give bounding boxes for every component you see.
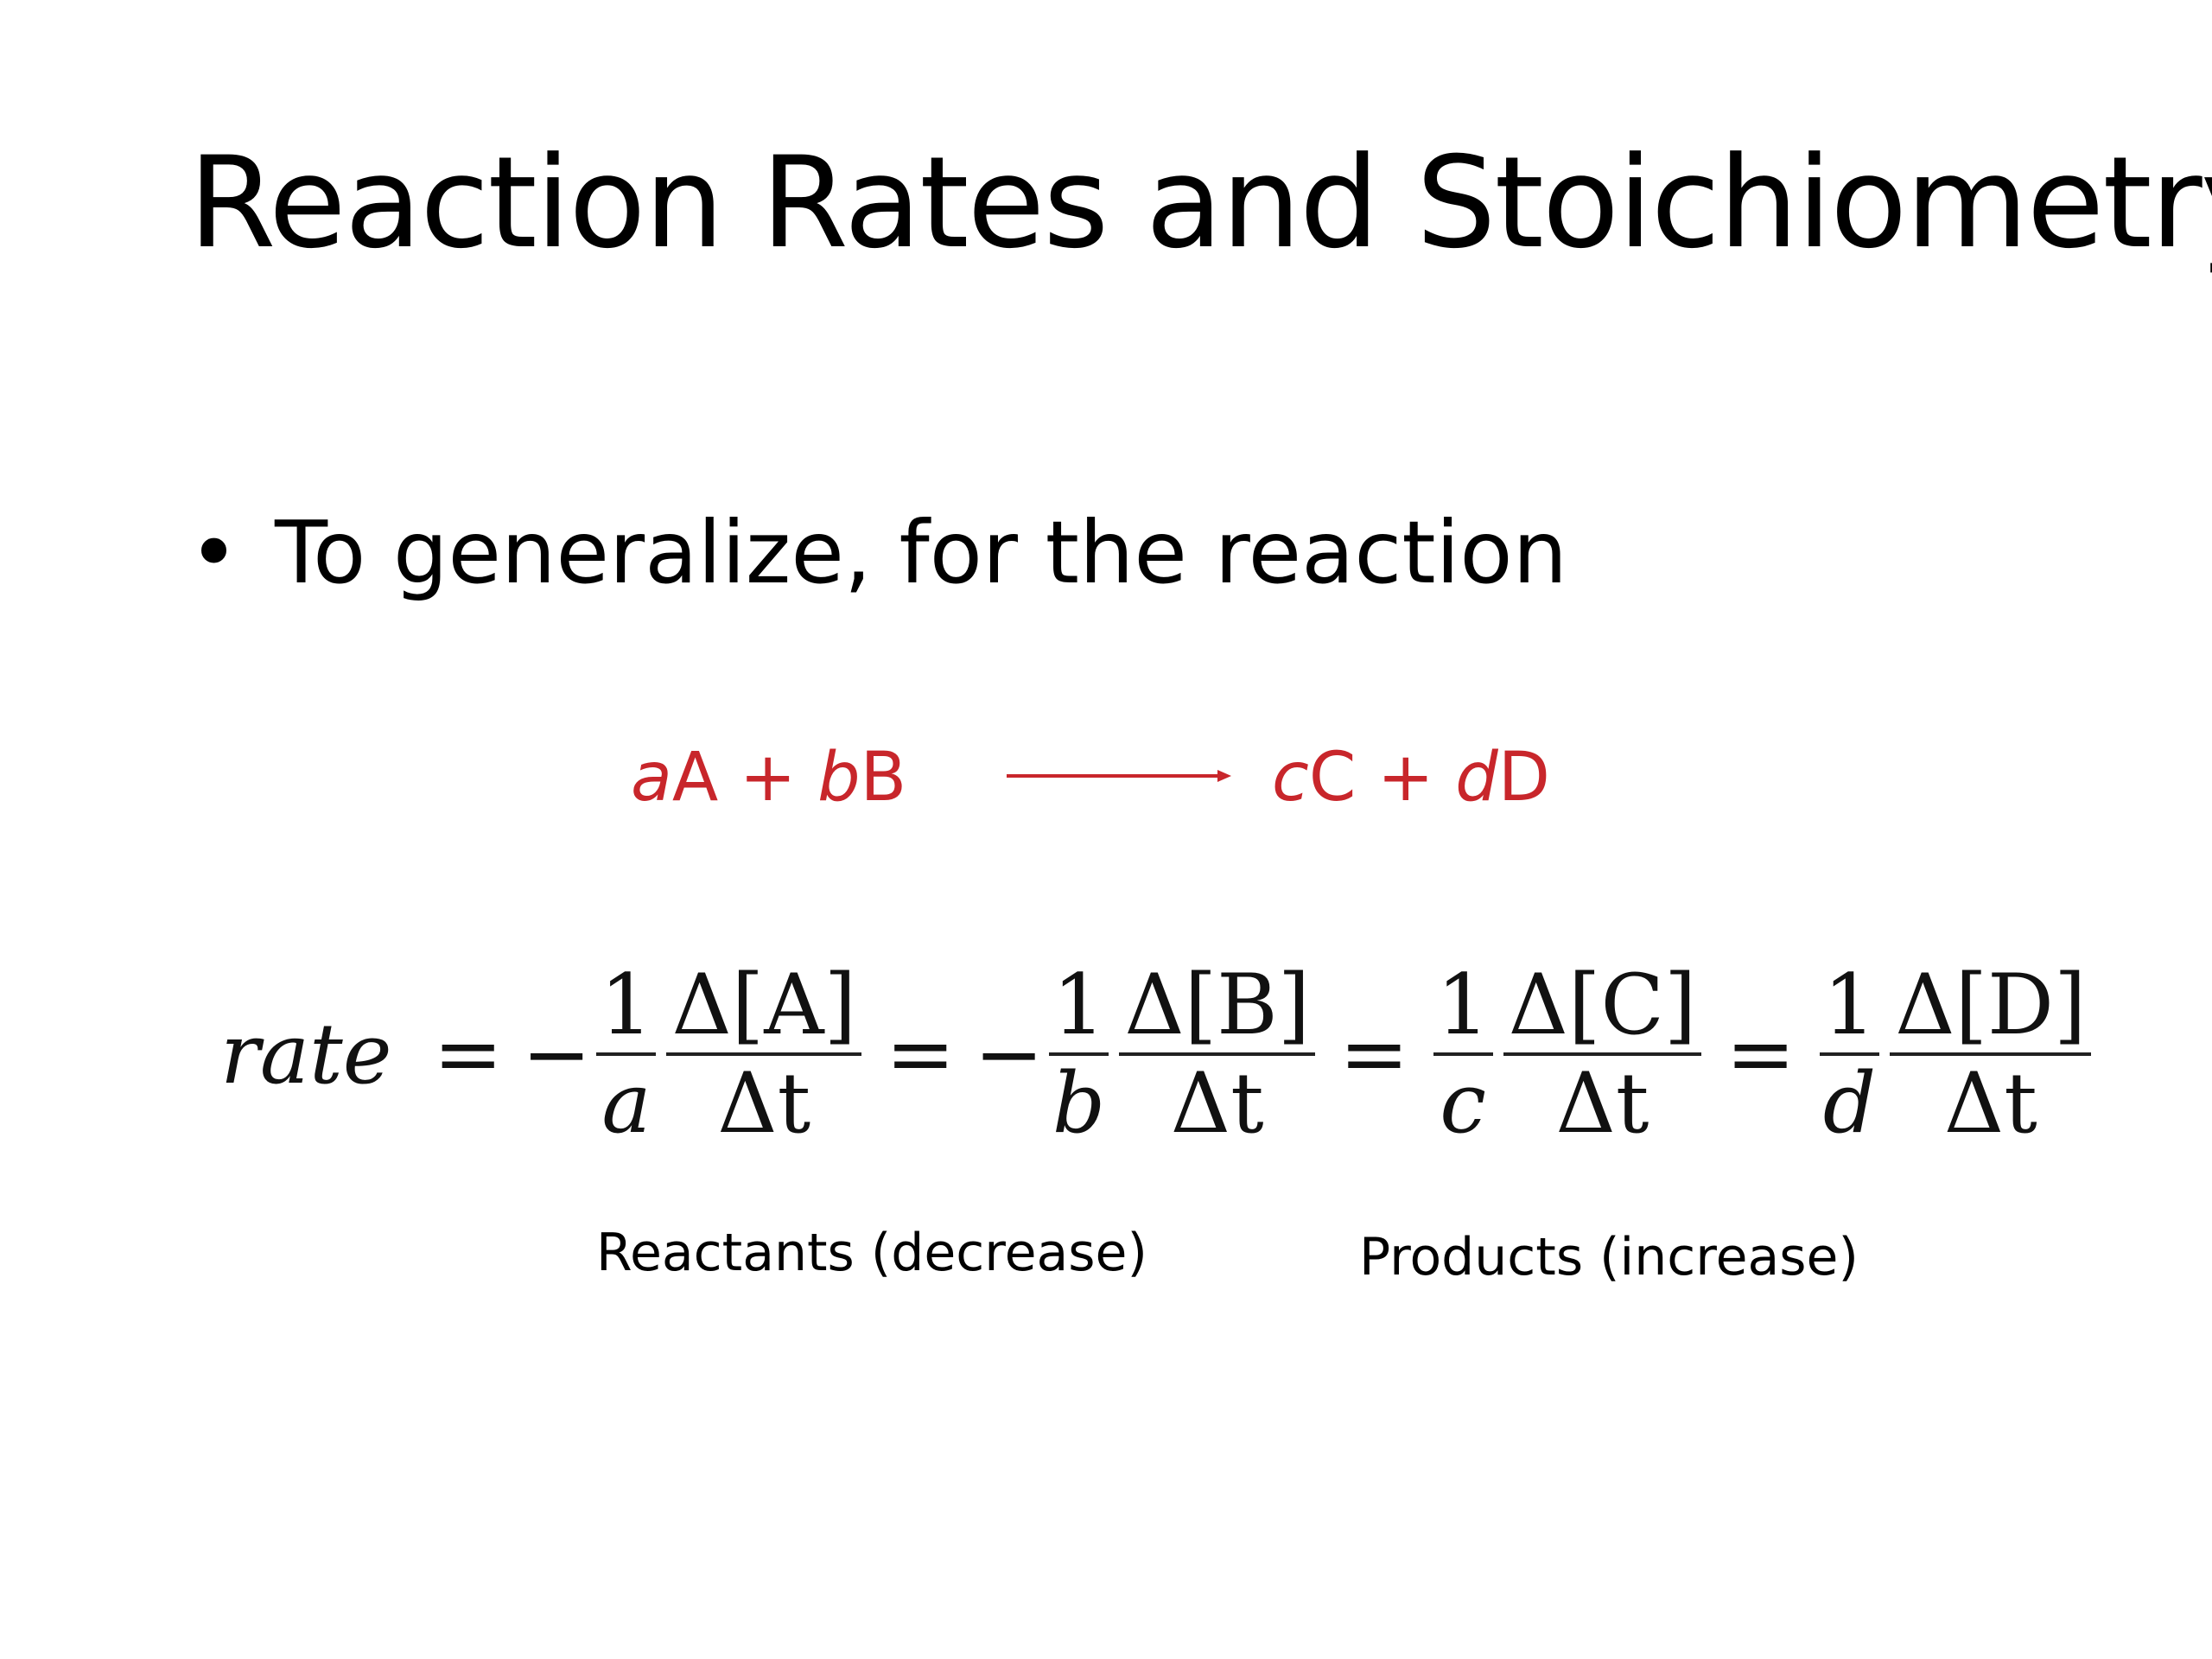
denominator-c: c (1440, 1055, 1486, 1152)
numerator-delta-d: Δ[D] (1895, 957, 2087, 1053)
denominator-delta-t: Δt (1170, 1055, 1264, 1152)
coef-b: b (817, 739, 861, 817)
fraction-delta-a: Δ[A] Δt (666, 957, 862, 1152)
equals-sign: = (1726, 1006, 1796, 1103)
numerator-one: 1 (1822, 957, 1877, 1053)
products-label: Products (increase) (1359, 1227, 1859, 1287)
species-d: D (1497, 739, 1550, 817)
fraction-delta-d: Δ[D] Δt (1890, 957, 2092, 1152)
denominator-b: b (1052, 1055, 1106, 1152)
species-c: C + (1308, 739, 1456, 817)
coef-a: a (631, 739, 672, 817)
reaction-products: cC + dD (1272, 730, 1550, 825)
reaction-reactants: aA + bB (631, 730, 906, 825)
numerator-one: 1 (1436, 957, 1490, 1053)
fraction-bar (1433, 1052, 1493, 1056)
bullet-item: • To generalize, for the reaction (188, 501, 1567, 605)
rate-equation: rate = − 1 a Δ[A] Δt = − 1 b Δ[B] (220, 942, 2092, 1166)
denominator-d: d (1822, 1055, 1877, 1152)
numerator-one: 1 (600, 957, 653, 1053)
reaction-arrow-icon (1007, 770, 1231, 782)
numerator-delta-c: Δ[C] (1508, 957, 1697, 1053)
reactants-label: Reactants (decrease) (596, 1223, 1147, 1283)
denominator-delta-t: Δt (717, 1055, 811, 1152)
fraction-bar (1890, 1052, 2092, 1056)
species-a: A + (671, 739, 818, 817)
numerator-one: 1 (1052, 957, 1106, 1053)
minus-sign: − (521, 1006, 592, 1103)
fraction-1-over-b: 1 b (1048, 957, 1109, 1152)
species-b: B (860, 739, 907, 817)
fraction-bar (596, 1052, 657, 1056)
fraction-1-over-c: 1 c (1433, 957, 1493, 1151)
fraction-bar (1048, 1052, 1109, 1056)
bullet-icon: • (188, 502, 239, 603)
rate-symbol: rate (220, 1006, 392, 1103)
fraction-bar (666, 1052, 862, 1056)
fraction-bar (1503, 1052, 1702, 1056)
denominator-a: a (601, 1055, 652, 1152)
slide-title: Reaction Rates and Stoichiometry (188, 130, 2212, 276)
fraction-delta-c: Δ[C] Δt (1503, 957, 1702, 1151)
denominator-delta-t: Δt (1943, 1055, 2037, 1152)
numerator-delta-b: Δ[B] (1124, 957, 1311, 1053)
equals-sign: = (1339, 1006, 1409, 1103)
fraction-1-over-d: 1 d (1819, 957, 1880, 1152)
equals-sign: = (433, 1006, 503, 1103)
fraction-delta-b: Δ[B] Δt (1119, 957, 1316, 1152)
coef-d: d (1455, 739, 1498, 817)
fraction-1-over-a: 1 a (596, 957, 657, 1152)
numerator-delta-a: Δ[A] (671, 957, 857, 1053)
equals-sign: = (886, 1006, 956, 1103)
fraction-bar (1119, 1052, 1316, 1056)
fraction-bar (1819, 1052, 1880, 1056)
coef-c: c (1272, 739, 1309, 817)
denominator-delta-t: Δt (1555, 1055, 1649, 1152)
minus-sign: − (974, 1006, 1044, 1103)
bullet-text: To generalize, for the reaction (275, 502, 1567, 603)
